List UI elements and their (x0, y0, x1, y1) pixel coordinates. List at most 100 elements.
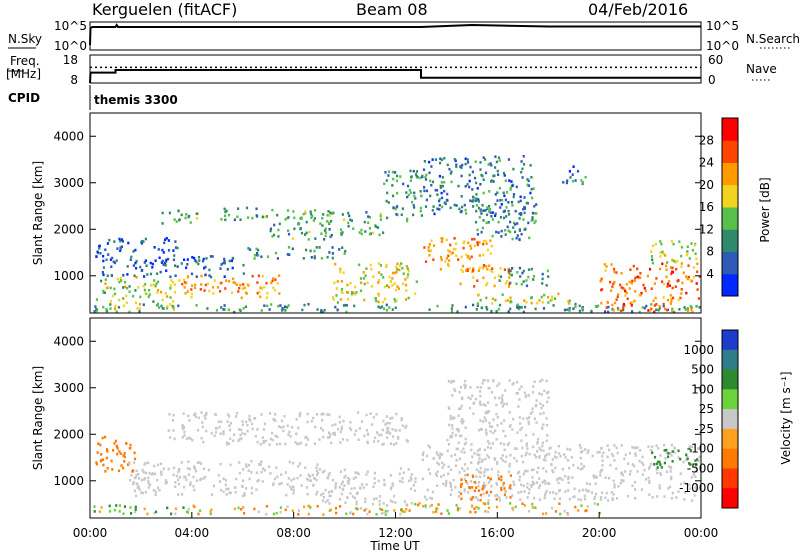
power-cell (489, 207, 492, 211)
velocity-cell (525, 451, 528, 455)
power-cell (332, 211, 335, 215)
velocity-cell (451, 427, 454, 430)
velocity-cell (493, 457, 496, 460)
power-cell (233, 281, 237, 285)
power-cell (119, 239, 122, 243)
power-cell (445, 238, 448, 242)
power-cell (396, 285, 399, 288)
velocity-cell (173, 437, 176, 441)
velocity-cell (677, 456, 680, 459)
velocity-cell (496, 461, 499, 464)
velocity-cell (373, 477, 376, 480)
power-cell (525, 284, 529, 288)
power-cell (484, 171, 488, 175)
power-cell (563, 308, 567, 312)
velocity-cell (471, 496, 474, 499)
power-cell (491, 302, 494, 305)
power-cell (149, 272, 153, 276)
velocity-cell (241, 423, 244, 427)
velocity-cell (245, 420, 248, 424)
velocity-colorbar-swatch (722, 488, 738, 509)
power-cell (661, 262, 664, 266)
power-cell (260, 287, 264, 290)
velocity-cell (544, 482, 547, 485)
velocity-cell (349, 492, 352, 495)
power-panel-frame (89, 112, 702, 314)
power-cell (453, 158, 456, 161)
power-cell (604, 269, 607, 272)
velocity-cell (670, 477, 673, 481)
power-cell (393, 297, 396, 301)
power-cell (331, 256, 334, 260)
power-cell (494, 155, 497, 158)
power-cell (166, 306, 169, 310)
power-cell (625, 283, 628, 286)
velocity-cell (449, 468, 453, 472)
power-cell (469, 165, 472, 169)
power-cell (119, 247, 122, 250)
power-cell (269, 229, 272, 233)
velocity-cell (104, 435, 107, 439)
velocity-cell (685, 458, 688, 462)
velocity-cell (292, 485, 295, 489)
velocity-cell (115, 504, 118, 507)
power-cell (441, 240, 444, 243)
velocity-cell (328, 471, 331, 475)
power-cell (603, 263, 606, 266)
velocity-cell (274, 419, 277, 422)
velocity-cell (484, 428, 488, 432)
power-cell (432, 258, 435, 261)
power-cell (241, 287, 244, 290)
velocity-cell (605, 491, 608, 495)
velocity-cell (478, 448, 481, 451)
velocity-cell (595, 476, 598, 479)
power-cell (118, 237, 121, 241)
power-cell (423, 186, 426, 189)
velocity-cell (243, 493, 246, 497)
power-cell (345, 310, 348, 314)
power-cell (220, 218, 223, 221)
velocity-cell (477, 507, 480, 510)
velocity-cell (341, 438, 345, 441)
velocity-cell (142, 470, 145, 474)
velocity-cell (366, 432, 369, 436)
velocity-cell (464, 441, 468, 445)
power-cell (387, 201, 390, 204)
velocity-cell (482, 403, 485, 406)
velocity-cell (168, 413, 171, 416)
velocity-cell (638, 459, 641, 463)
power-cell (277, 304, 280, 308)
velocity-cell (670, 475, 673, 479)
velocity-cell (172, 429, 175, 432)
power-cell (686, 277, 689, 281)
power-cell (498, 186, 501, 190)
velocity-cell (601, 459, 604, 462)
power-cell (339, 228, 343, 231)
velocity-cell (185, 478, 188, 482)
velocity-cell (316, 504, 319, 508)
velocity-cell (320, 412, 323, 416)
power-cell (321, 310, 324, 314)
velocity-cell (282, 425, 285, 429)
power-cell (628, 287, 631, 290)
power-cell (611, 303, 614, 307)
power-cell (662, 304, 665, 308)
velocity-cell (503, 402, 506, 406)
power-cell (95, 308, 98, 311)
velocity-cell (449, 493, 452, 496)
freq-panel: Freq. [MHz] 18 8 60 0 Nave (6, 53, 777, 87)
power-cell (256, 215, 259, 218)
power-cell (655, 303, 658, 306)
velocity-cell (136, 486, 139, 489)
power-cell (235, 283, 238, 287)
power-cell (482, 209, 485, 212)
velocity-cell (483, 474, 486, 477)
power-cell (212, 292, 215, 295)
velocity-cell (512, 480, 515, 484)
power-cell (446, 163, 449, 167)
power-cell (327, 210, 330, 213)
velocity-cell (663, 461, 666, 465)
power-cell (203, 289, 206, 292)
velocity-cell (257, 510, 260, 514)
